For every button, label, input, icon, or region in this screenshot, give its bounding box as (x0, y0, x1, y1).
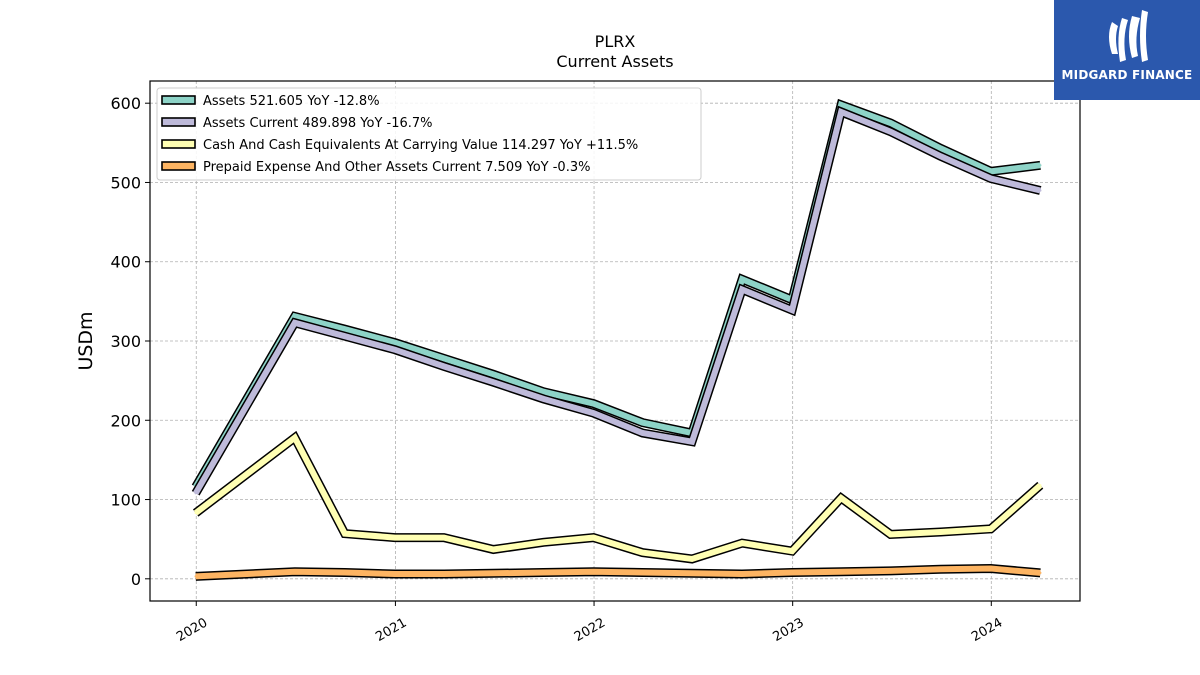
data-point (641, 551, 644, 554)
data-point (542, 390, 545, 393)
legend-box (156, 87, 702, 181)
data-point (989, 170, 992, 173)
data-point (641, 571, 644, 574)
x-tick-label: 2024 (969, 615, 1005, 645)
data-point (989, 527, 992, 531)
data-point (492, 572, 495, 575)
data-point (343, 532, 346, 535)
data-point (492, 373, 495, 376)
legend: Assets 521.605 YoY -12.8% Assets Current … (156, 87, 702, 181)
data-point (740, 288, 744, 291)
data-point (194, 575, 197, 578)
data-point (592, 536, 595, 539)
data-point (690, 557, 694, 561)
data-point (492, 548, 495, 551)
legend-swatch (161, 161, 196, 171)
data-point (641, 421, 644, 424)
brand-mark-icon (1109, 10, 1148, 62)
brand-logo-text: MIDGARD FINANCE (1061, 68, 1193, 82)
data-point (293, 570, 296, 573)
data-point (939, 155, 942, 158)
data-point (889, 533, 892, 536)
data-point (839, 496, 843, 500)
y-tick-label: 300 (110, 332, 141, 351)
legend-swatch (161, 139, 196, 149)
x-tick-label: 2022 (572, 615, 608, 645)
series-outline (192, 430, 1044, 564)
data-point (592, 411, 595, 415)
data-point (442, 536, 446, 539)
data-point (592, 570, 595, 573)
data-point (939, 147, 942, 150)
data-point (989, 567, 992, 570)
x-tick-label: 2021 (373, 615, 409, 645)
y-tick-label: 500 (110, 173, 141, 192)
x-tick-label: 2023 (771, 615, 807, 645)
data-point (889, 121, 892, 125)
data-point (1039, 164, 1042, 167)
data-point (790, 308, 794, 312)
data-point (939, 568, 942, 571)
data-point (641, 431, 644, 435)
y-tick-label: 400 (110, 253, 141, 272)
data-point (1039, 571, 1042, 575)
y-axis-label: USDm (75, 311, 97, 370)
legend-label: Assets 521.605 YoY -12.8% (203, 94, 380, 109)
data-point (839, 110, 843, 114)
y-tick-label: 200 (110, 411, 141, 430)
data-point (690, 572, 694, 575)
data-point (939, 530, 942, 534)
data-point (542, 571, 545, 574)
data-point (442, 365, 446, 368)
data-point (293, 315, 296, 318)
chart-title: PLRX (595, 32, 636, 51)
data-point (542, 541, 545, 544)
legend-label: Assets Current 489.898 YoY -16.7% (203, 116, 433, 131)
data-point (492, 381, 495, 384)
data-point (194, 511, 197, 515)
brand-logo: MIDGARD FINANCE (1054, 0, 1200, 100)
data-point (1039, 484, 1042, 487)
data-point (592, 402, 595, 405)
data-point (343, 335, 346, 338)
data-point (542, 397, 545, 401)
data-point (442, 572, 446, 576)
data-point (293, 321, 296, 324)
data-point (740, 572, 744, 576)
data-point (839, 103, 843, 107)
data-point (393, 572, 397, 576)
plot-frame (149, 80, 1081, 602)
y-tick-label: 0 (131, 570, 141, 589)
data-point (839, 570, 843, 573)
data-point (194, 492, 197, 495)
data-point (740, 278, 744, 281)
data-point (393, 536, 397, 539)
legend-swatch (161, 95, 196, 105)
data-point (690, 440, 694, 443)
y-tick-label: 100 (110, 491, 141, 510)
data-point (343, 327, 346, 331)
data-point (442, 357, 446, 360)
data-point (393, 348, 397, 351)
data-point (889, 130, 892, 133)
chart-subtitle: Current Assets (556, 52, 673, 71)
data-point (740, 541, 744, 545)
data-point (790, 571, 794, 574)
data-point (889, 569, 892, 573)
legend-swatch (161, 117, 196, 127)
data-point (393, 341, 397, 344)
data-point (989, 177, 992, 180)
legend-label: Prepaid Expense And Other Assets Current… (203, 160, 590, 175)
data-point (293, 436, 296, 439)
legend-label: Cash And Cash Equivalents At Carrying Va… (203, 138, 638, 153)
data-point (1039, 189, 1042, 192)
series-lines (191, 98, 1044, 581)
x-tick-label: 2020 (174, 615, 210, 645)
data-point (790, 549, 794, 553)
data-point (343, 571, 346, 574)
y-tick-label: 600 (110, 94, 141, 113)
